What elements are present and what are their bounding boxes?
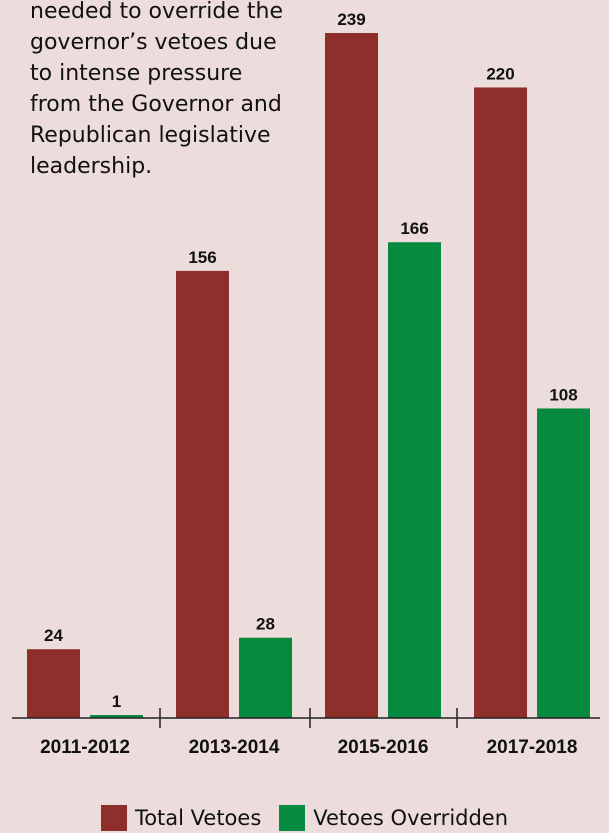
bar-vetoes-overridden: [90, 715, 143, 718]
category-label: 2013-2014: [189, 737, 280, 758]
annotation-line: needed to override the: [30, 0, 283, 24]
bar-vetoes-overridden: [239, 637, 292, 718]
category-label: 2015-2016: [338, 737, 429, 758]
annotation-line: from the Governor and: [30, 92, 282, 117]
data-label: 24: [44, 626, 63, 645]
bar-total-vetoes: [325, 33, 378, 718]
annotation-line: leadership.: [30, 154, 153, 179]
legend-swatch-total-vetoes: [100, 805, 127, 831]
data-label: 239: [337, 10, 365, 29]
data-label: 28: [256, 615, 275, 634]
category-label: 2017-2018: [487, 737, 578, 758]
legend: Total Vetoes Vetoes Overridden: [0, 805, 609, 831]
data-label: 1: [112, 692, 121, 711]
data-label: 220: [486, 64, 514, 83]
bar-total-vetoes: [176, 270, 229, 718]
legend-item-vetoes-overridden: Vetoes Overridden: [279, 805, 508, 831]
legend-label: Vetoes Overridden: [313, 806, 509, 830]
legend-item-total-vetoes: Total Vetoes: [100, 805, 262, 831]
bar-total-vetoes: [474, 87, 527, 719]
bar-total-vetoes: [27, 649, 80, 718]
legend-swatch-vetoes-overridden: [279, 805, 306, 831]
data-label: 156: [188, 248, 216, 267]
data-label: 166: [400, 219, 428, 238]
bar-vetoes-overridden: [537, 408, 590, 718]
annotation-line: to intense pressure: [30, 61, 243, 86]
bar-chart: 24 1 2011-2012 156 28 2013-2014 239 166 2015-201…: [12, 10, 600, 758]
annotation-text: needed to override the governor’s vetoes…: [30, 0, 310, 182]
legend-label: Total Vetoes: [134, 806, 262, 830]
data-label: 108: [549, 385, 577, 404]
category-label: 2011-2012: [40, 737, 130, 758]
annotation-line: governor’s vetoes due: [30, 30, 277, 55]
bar-vetoes-overridden: [388, 242, 441, 718]
annotation-line: Republican legislative: [30, 123, 271, 148]
